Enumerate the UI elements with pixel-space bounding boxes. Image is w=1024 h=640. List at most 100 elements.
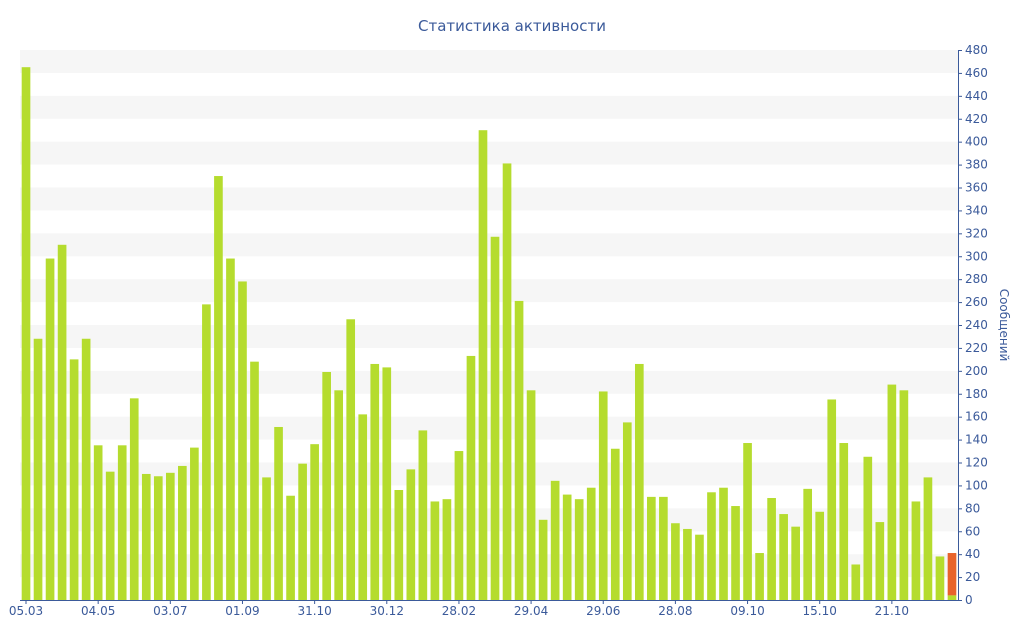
y-tick-label: 100 bbox=[965, 478, 988, 492]
bar bbox=[93, 445, 103, 600]
bar bbox=[586, 487, 596, 600]
bar bbox=[550, 480, 560, 600]
y-tick-label: 140 bbox=[965, 433, 988, 447]
y-tick-label: 300 bbox=[965, 249, 988, 263]
bar bbox=[81, 338, 91, 600]
bar bbox=[238, 281, 247, 600]
y-tick-label: 240 bbox=[965, 318, 988, 332]
bar bbox=[803, 488, 813, 600]
grid-band bbox=[20, 187, 958, 211]
bar bbox=[286, 495, 295, 600]
y-tick-label: 400 bbox=[965, 135, 988, 149]
y-tick-label: 60 bbox=[965, 524, 980, 538]
bar bbox=[526, 390, 536, 600]
x-tick-label: 01.09 bbox=[225, 604, 259, 618]
bar bbox=[298, 463, 307, 600]
bar bbox=[827, 399, 837, 600]
bar bbox=[622, 422, 632, 600]
grid-band bbox=[20, 141, 958, 165]
x-axis-ticks: 05.03 04.05 03.07 01.09 31.10 30.12 28.02 29.04… bbox=[9, 600, 909, 618]
bar bbox=[141, 473, 151, 600]
bar bbox=[683, 528, 692, 600]
bar bbox=[262, 477, 271, 600]
y-tick-label: 480 bbox=[965, 43, 988, 57]
x-tick-label: 30.12 bbox=[370, 604, 404, 618]
bar bbox=[743, 443, 752, 600]
x-tick-label: 04.05 bbox=[81, 604, 115, 618]
bar bbox=[202, 304, 211, 600]
y-tick-label: 200 bbox=[965, 364, 988, 378]
bar bbox=[839, 443, 849, 600]
x-tick-label: 03.07 bbox=[153, 604, 187, 618]
grid-band bbox=[20, 416, 958, 440]
bar bbox=[466, 355, 476, 600]
bar bbox=[562, 494, 572, 600]
bar bbox=[117, 445, 127, 600]
bar bbox=[923, 477, 933, 600]
y-tick-label: 280 bbox=[965, 272, 988, 286]
bar bbox=[21, 67, 31, 600]
grid-band bbox=[20, 325, 958, 348]
bar bbox=[394, 490, 404, 600]
bar bbox=[418, 430, 428, 600]
bar bbox=[105, 471, 115, 600]
bar bbox=[863, 456, 873, 600]
bar bbox=[370, 363, 380, 600]
bar bbox=[454, 451, 464, 600]
bar bbox=[190, 447, 199, 600]
bar bbox=[598, 391, 608, 600]
y-tick-label: 40 bbox=[965, 547, 980, 561]
grid-band bbox=[20, 370, 958, 394]
y-tick-label: 20 bbox=[965, 570, 980, 584]
bar bbox=[574, 499, 584, 600]
bar bbox=[899, 390, 909, 600]
grid-bands bbox=[20, 50, 958, 578]
bar bbox=[538, 519, 548, 600]
y-tick-label: 120 bbox=[965, 456, 988, 470]
y-axis-label: Сообщений bbox=[997, 289, 1011, 362]
bar bbox=[45, 258, 55, 600]
bar bbox=[214, 176, 223, 600]
bar bbox=[69, 359, 79, 600]
bar bbox=[911, 501, 921, 600]
bar bbox=[647, 496, 656, 600]
bar bbox=[382, 367, 392, 600]
y-tick-label: 320 bbox=[965, 226, 988, 240]
x-tick-label: 15.10 bbox=[803, 604, 837, 618]
bar bbox=[346, 319, 356, 600]
bar bbox=[442, 499, 452, 600]
grid-band bbox=[20, 95, 958, 119]
bar bbox=[478, 130, 488, 601]
grid-band bbox=[20, 233, 958, 257]
x-tick-label: 31.10 bbox=[297, 604, 331, 618]
bar bbox=[755, 553, 764, 600]
x-tick-label: 29.04 bbox=[514, 604, 548, 618]
y-tick-label: 440 bbox=[965, 89, 988, 103]
x-tick-label: 29.06 bbox=[586, 604, 620, 618]
y-tick-label: 420 bbox=[965, 112, 988, 126]
bar-series bbox=[21, 67, 957, 601]
bar bbox=[358, 414, 368, 600]
bar bbox=[153, 476, 163, 600]
bar bbox=[634, 363, 644, 600]
y-tick-label: 180 bbox=[965, 387, 988, 401]
bar bbox=[178, 465, 187, 600]
grid-band bbox=[20, 279, 958, 303]
chart-title: Статистика активности bbox=[418, 17, 606, 35]
bar bbox=[719, 487, 728, 600]
bar bbox=[815, 511, 825, 600]
bar bbox=[250, 361, 259, 600]
x-tick-label: 28.02 bbox=[442, 604, 476, 618]
bar-current bbox=[947, 553, 957, 596]
x-tick-label: 28.08 bbox=[658, 604, 692, 618]
bar bbox=[695, 534, 704, 600]
bar bbox=[887, 384, 897, 600]
bar bbox=[610, 448, 620, 600]
bar bbox=[767, 498, 776, 600]
y-axis-ticks: 0 20 40 60 80 100 120 140 160 180 200 220 240 260 280 3… bbox=[958, 43, 988, 607]
bar bbox=[274, 426, 283, 600]
bar bbox=[334, 390, 344, 600]
y-tick-label: 80 bbox=[965, 501, 980, 515]
